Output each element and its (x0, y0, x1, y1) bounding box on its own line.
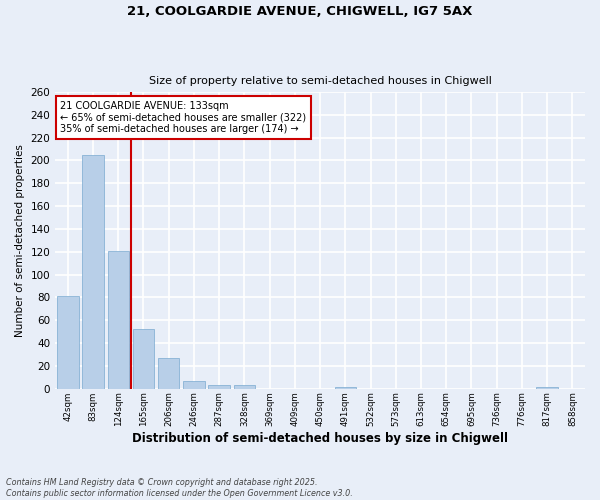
Bar (57, 296, 79, 389)
Bar (82, 154, 104, 389)
Bar (208, 386, 230, 389)
Bar (183, 381, 205, 389)
Text: 21, COOLGARDIE AVENUE, CHIGWELL, IG7 5AX: 21, COOLGARDIE AVENUE, CHIGWELL, IG7 5AX (127, 5, 473, 18)
Bar (158, 358, 179, 389)
Title: Size of property relative to semi-detached houses in Chigwell: Size of property relative to semi-detach… (149, 76, 491, 86)
Text: Contains HM Land Registry data © Crown copyright and database right 2025.
Contai: Contains HM Land Registry data © Crown c… (6, 478, 353, 498)
Bar (107, 250, 129, 389)
Bar (335, 386, 356, 389)
Bar (233, 386, 255, 389)
Bar (133, 330, 154, 389)
Text: 21 COOLGARDIE AVENUE: 133sqm
← 65% of semi-detached houses are smaller (322)
35%: 21 COOLGARDIE AVENUE: 133sqm ← 65% of se… (61, 100, 307, 134)
Y-axis label: Number of semi-detached properties: Number of semi-detached properties (15, 144, 25, 337)
Bar (536, 386, 558, 389)
X-axis label: Distribution of semi-detached houses by size in Chigwell: Distribution of semi-detached houses by … (132, 432, 508, 445)
